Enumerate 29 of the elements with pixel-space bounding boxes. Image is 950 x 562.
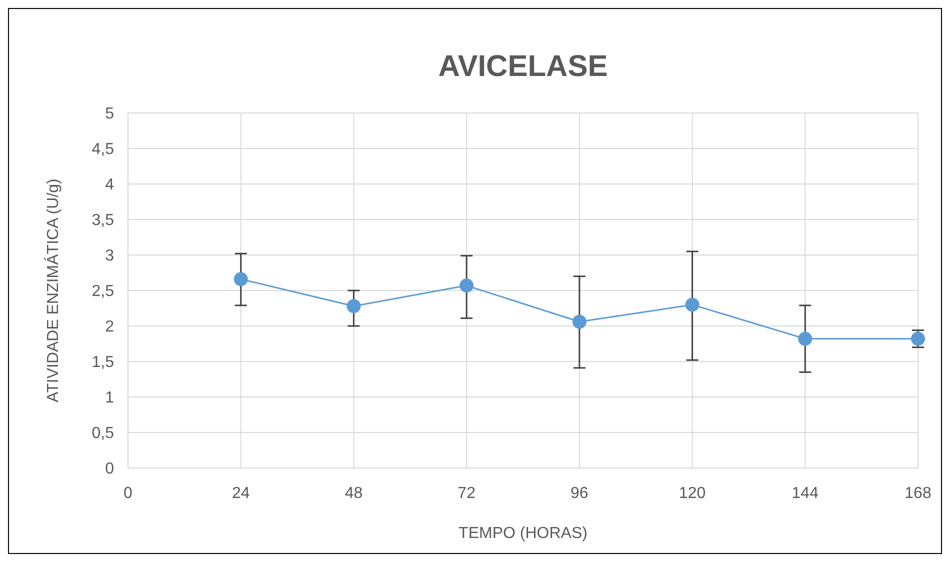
- y-tick-label: 2,5: [92, 283, 114, 300]
- y-tick-label: 1: [105, 390, 114, 407]
- x-tick-label: 144: [792, 485, 819, 502]
- point: [685, 298, 700, 312]
- point: [234, 272, 248, 286]
- y-axis-title: ATIVIDADE ENZIMÁTICA (U/g): [44, 178, 62, 402]
- y-tick-label: 0: [105, 460, 114, 478]
- point: [798, 332, 812, 346]
- x-tick-label: 0: [124, 485, 133, 502]
- x-tick-label: 120: [678, 485, 706, 502]
- y-tick-label: 4,5: [92, 141, 114, 158]
- y-tick-label: 2: [105, 318, 114, 336]
- chart-title: AVICELASE: [438, 50, 608, 83]
- y-tick-label: 3: [105, 248, 114, 265]
- y-tick-label: 1,5: [92, 354, 114, 372]
- x-tick-label: 24: [232, 485, 250, 502]
- x-tick-label: 168: [904, 485, 932, 502]
- x-tick-label: 72: [458, 485, 476, 502]
- point: [346, 299, 361, 314]
- point: [572, 314, 586, 329]
- x-axis-title: TEMPO (HORAS): [458, 525, 588, 542]
- point: [460, 278, 474, 293]
- point: [911, 332, 925, 346]
- y-tick-label: 4: [105, 176, 114, 194]
- y-tick-label: 5: [105, 106, 114, 123]
- y-tick-label: 3,5: [92, 212, 114, 230]
- x-tick-label: 96: [570, 485, 588, 502]
- y-tick-label: 0,5: [92, 425, 114, 442]
- x-tick-label: 48: [344, 485, 363, 502]
